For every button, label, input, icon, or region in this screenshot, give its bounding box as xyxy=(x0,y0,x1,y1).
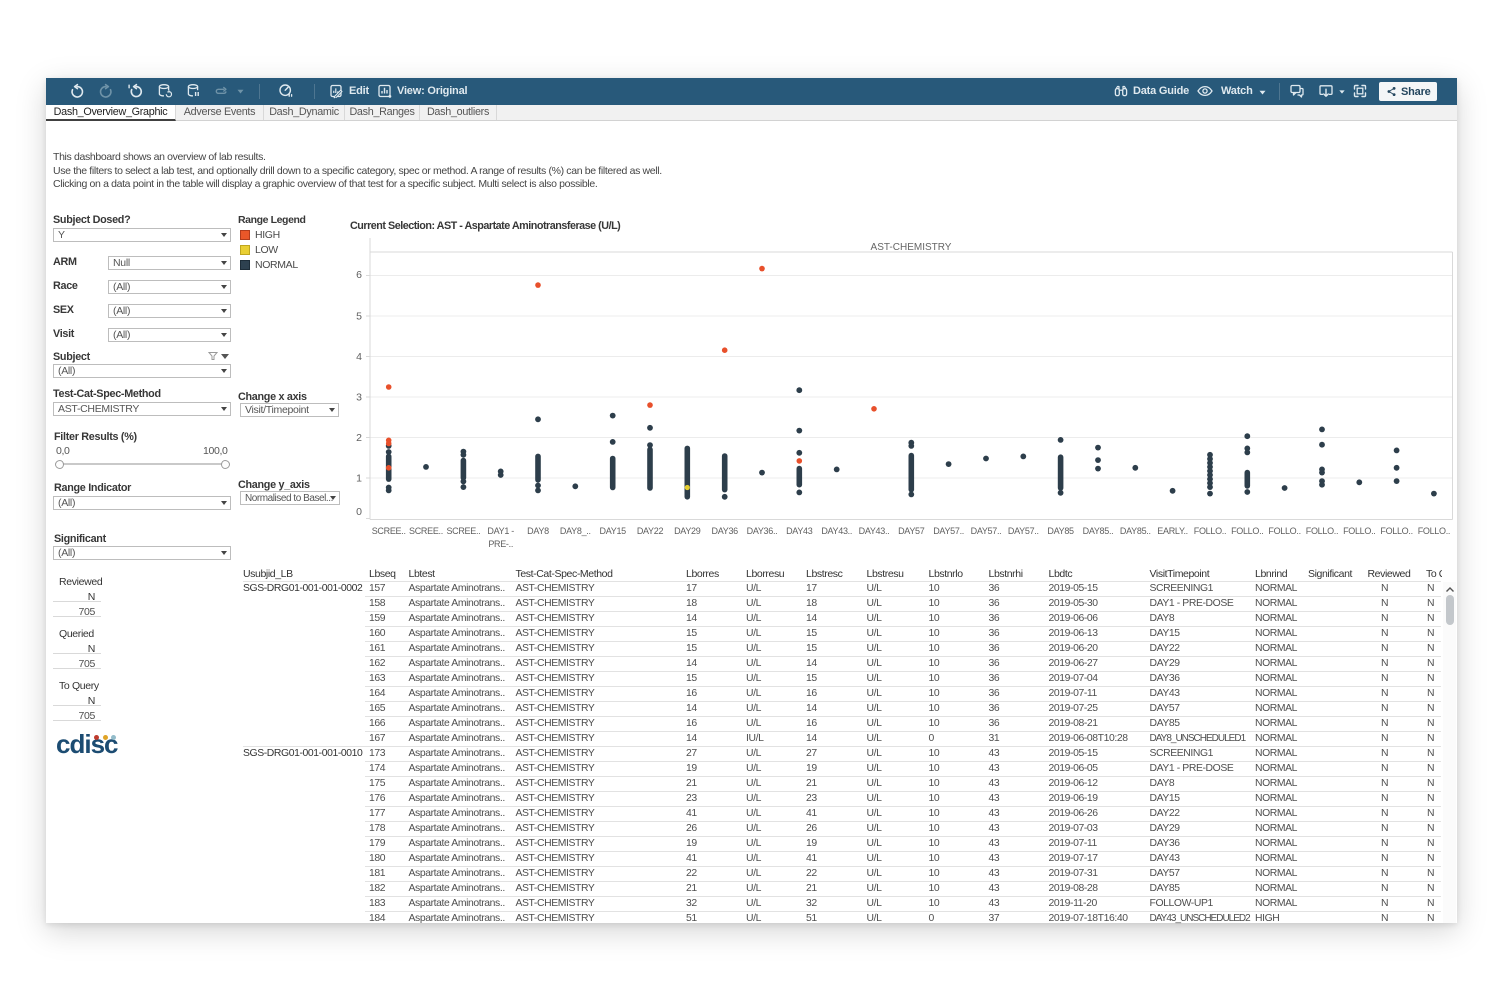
svg-text:4: 4 xyxy=(356,351,362,363)
svg-text:FOLLO..: FOLLO.. xyxy=(1268,526,1300,536)
svg-text:FOLLO..: FOLLO.. xyxy=(1194,526,1226,536)
svg-text:SCREE..: SCREE.. xyxy=(409,526,443,536)
svg-text:DAY85..: DAY85.. xyxy=(1083,526,1114,536)
svg-text:AST-CHEMISTRY: AST-CHEMISTRY xyxy=(871,242,952,253)
svg-text:FOLLO..: FOLLO.. xyxy=(1231,526,1263,536)
svg-text:DAY43: DAY43 xyxy=(786,526,813,536)
svg-text:DAY57..: DAY57.. xyxy=(1008,526,1039,536)
svg-text:EARLY..: EARLY.. xyxy=(1157,526,1188,536)
svg-text:1: 1 xyxy=(356,473,362,485)
svg-text:SCREE..: SCREE.. xyxy=(446,526,480,536)
svg-text:DAY57..: DAY57.. xyxy=(933,526,964,536)
svg-text:DAY85: DAY85 xyxy=(1047,526,1074,536)
svg-text:DAY29: DAY29 xyxy=(674,526,701,536)
svg-text:0: 0 xyxy=(356,506,362,518)
svg-text:PRE-..: PRE-.. xyxy=(488,539,513,549)
svg-text:DAY8: DAY8 xyxy=(527,526,549,536)
svg-text:5: 5 xyxy=(356,311,362,323)
svg-text:DAY85..: DAY85.. xyxy=(1120,526,1151,536)
svg-text:6: 6 xyxy=(356,269,362,281)
svg-text:FOLLO..: FOLLO.. xyxy=(1343,526,1375,536)
svg-text:DAY1 -: DAY1 - xyxy=(487,526,514,536)
svg-text:2: 2 xyxy=(356,432,362,444)
svg-text:DAY36: DAY36 xyxy=(712,526,739,536)
svg-text:DAY15: DAY15 xyxy=(600,526,627,536)
svg-text:DAY57: DAY57 xyxy=(898,526,925,536)
svg-text:DAY36..: DAY36.. xyxy=(747,526,778,536)
svg-text:FOLLO..: FOLLO.. xyxy=(1306,526,1338,536)
svg-text:DAY43..: DAY43.. xyxy=(859,526,890,536)
svg-text:DAY8_..: DAY8_.. xyxy=(560,526,591,536)
svg-text:SCREE..: SCREE.. xyxy=(372,526,406,536)
svg-text:DAY43..: DAY43.. xyxy=(821,526,852,536)
svg-text:DAY57..: DAY57.. xyxy=(971,526,1002,536)
svg-text:DAY22: DAY22 xyxy=(637,526,664,536)
svg-text:FOLLO..: FOLLO.. xyxy=(1418,526,1450,536)
svg-text:FOLLO..: FOLLO.. xyxy=(1380,526,1412,536)
svg-text:3: 3 xyxy=(356,392,362,404)
